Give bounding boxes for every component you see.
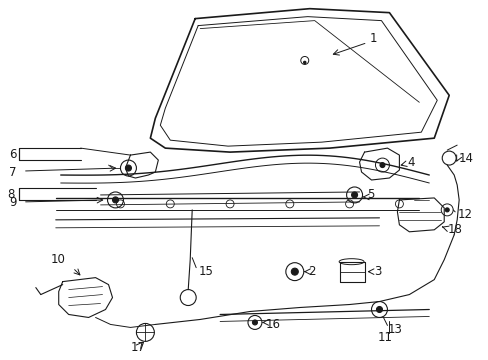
Circle shape (304, 62, 305, 63)
Text: 14: 14 (458, 152, 473, 165)
Circle shape (254, 321, 255, 323)
Circle shape (303, 61, 305, 64)
Circle shape (293, 270, 295, 273)
Circle shape (378, 309, 380, 311)
Circle shape (351, 192, 357, 198)
Text: 17: 17 (130, 341, 145, 354)
Text: 18: 18 (447, 223, 461, 236)
Circle shape (112, 197, 118, 203)
Text: 7: 7 (9, 166, 17, 179)
Circle shape (353, 194, 355, 196)
Circle shape (114, 199, 116, 201)
Circle shape (125, 165, 131, 171)
Text: 13: 13 (386, 323, 402, 336)
Circle shape (291, 268, 298, 275)
Text: 10: 10 (51, 253, 65, 266)
Text: 11: 11 (377, 331, 392, 344)
Text: 3: 3 (374, 265, 381, 278)
Circle shape (381, 164, 383, 166)
Circle shape (379, 163, 384, 167)
Text: 4: 4 (407, 156, 414, 168)
Circle shape (446, 209, 447, 211)
Text: 9: 9 (9, 197, 17, 210)
Circle shape (444, 208, 448, 212)
Text: 1: 1 (369, 32, 376, 45)
Text: 8: 8 (7, 188, 14, 201)
Text: 6: 6 (9, 148, 17, 161)
Text: 12: 12 (456, 208, 471, 221)
Circle shape (376, 306, 382, 312)
Circle shape (127, 167, 129, 169)
Text: 2: 2 (307, 265, 315, 278)
Circle shape (252, 320, 257, 325)
Text: 5: 5 (367, 188, 374, 202)
Text: 16: 16 (265, 318, 280, 331)
Text: 15: 15 (198, 265, 213, 278)
